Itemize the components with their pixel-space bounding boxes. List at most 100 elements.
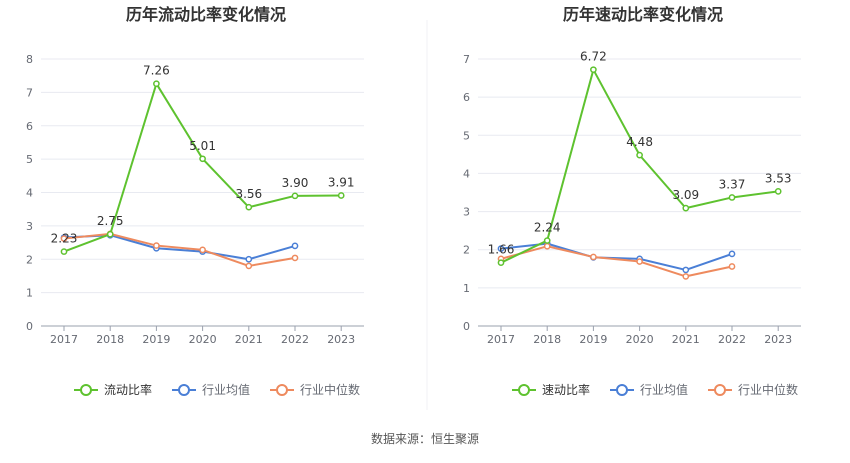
data-label: 2.75 xyxy=(97,214,124,228)
data-point[interactable] xyxy=(106,230,114,238)
y-tick-label: 4 xyxy=(26,187,33,200)
y-tick-label: 0 xyxy=(26,320,33,333)
x-tick-label: 2018 xyxy=(533,333,561,346)
x-tick-label: 2021 xyxy=(235,333,263,346)
y-tick-label: 2 xyxy=(463,244,470,257)
x-tick-label: 2020 xyxy=(189,333,217,346)
x-tick-label: 2018 xyxy=(96,333,124,346)
data-point[interactable] xyxy=(337,192,345,199)
data-point[interactable] xyxy=(682,266,690,274)
data-point[interactable] xyxy=(245,203,253,211)
x-tick-label: 2023 xyxy=(764,333,792,346)
y-tick-label: 1 xyxy=(26,287,33,300)
legend-marker xyxy=(518,384,530,396)
data-label: 2.23 xyxy=(51,232,78,246)
data-point[interactable] xyxy=(245,255,253,263)
data-point[interactable] xyxy=(682,273,690,280)
y-tick-label: 7 xyxy=(26,86,33,99)
data-point[interactable] xyxy=(728,194,736,201)
source-footer: 数据来源：恒生聚源 xyxy=(371,431,479,446)
y-tick-label: 2 xyxy=(26,253,33,266)
x-tick-label: 2022 xyxy=(281,333,309,346)
y-tick-label: 4 xyxy=(463,167,470,180)
x-tick-label: 2017 xyxy=(487,333,515,346)
y-tick-label: 3 xyxy=(26,220,33,233)
data-point[interactable] xyxy=(291,192,299,200)
data-label: 2.24 xyxy=(534,221,561,235)
data-point[interactable] xyxy=(60,248,68,255)
data-label: 3.53 xyxy=(765,171,792,185)
legend-item[interactable]: 行业均值 xyxy=(610,382,688,397)
data-label: 4.48 xyxy=(626,135,653,149)
legend-marker xyxy=(80,384,92,396)
legend-item[interactable]: 速动比率 xyxy=(512,382,590,397)
legend-marker xyxy=(616,384,628,396)
data-point[interactable] xyxy=(291,254,299,262)
legend-item[interactable]: 流动比率 xyxy=(74,382,152,397)
series-line-median xyxy=(63,232,296,267)
data-label: 3.09 xyxy=(672,188,699,202)
legend-label: 速动比率 xyxy=(542,382,590,397)
data-point[interactable] xyxy=(590,66,597,74)
data-point[interactable] xyxy=(199,246,206,254)
data-point[interactable] xyxy=(245,262,253,270)
data-label: 1.66 xyxy=(488,243,515,257)
data-point[interactable] xyxy=(60,235,68,242)
x-tick-label: 2017 xyxy=(50,333,78,346)
legend-label: 流动比率 xyxy=(104,382,152,397)
x-tick-label: 2023 xyxy=(327,333,355,346)
y-tick-label: 8 xyxy=(26,53,33,66)
x-tick-label: 2019 xyxy=(142,333,170,346)
legend-item[interactable]: 行业均值 xyxy=(172,382,250,397)
x-tick-label: 2020 xyxy=(626,333,654,346)
data-label: 5.01 xyxy=(189,139,216,153)
data-point[interactable] xyxy=(153,80,160,88)
data-point[interactable] xyxy=(153,242,160,249)
y-tick-label: 6 xyxy=(463,91,470,104)
data-point[interactable] xyxy=(199,155,206,163)
legend-label: 行业均值 xyxy=(202,382,250,397)
y-tick-label: 5 xyxy=(26,153,33,166)
data-label: 6.72 xyxy=(580,50,607,64)
legend-item[interactable]: 行业中位数 xyxy=(708,382,798,397)
y-tick-label: 7 xyxy=(463,53,470,66)
legend-marker xyxy=(714,384,726,396)
legend-marker xyxy=(276,384,288,396)
chart-title: 历年速动比率变化情况 xyxy=(563,5,723,24)
data-point[interactable] xyxy=(291,242,299,250)
data-point[interactable] xyxy=(636,151,643,159)
data-point[interactable] xyxy=(774,188,782,195)
y-tick-label: 0 xyxy=(463,320,470,333)
legend-label: 行业中位数 xyxy=(300,382,360,397)
data-point[interactable] xyxy=(728,263,736,270)
data-label: 3.90 xyxy=(282,176,309,190)
legend-label: 行业均值 xyxy=(640,382,688,397)
data-point[interactable] xyxy=(497,259,505,267)
y-tick-label: 1 xyxy=(463,282,470,295)
data-point[interactable] xyxy=(543,242,551,250)
data-point[interactable] xyxy=(497,245,505,252)
y-tick-label: 5 xyxy=(463,129,470,142)
series-line-avg xyxy=(500,242,733,271)
series-line-median xyxy=(500,245,733,278)
data-point[interactable] xyxy=(682,204,690,212)
x-tick-label: 2022 xyxy=(718,333,746,346)
x-tick-label: 2021 xyxy=(672,333,700,346)
data-label: 7.26 xyxy=(143,64,170,78)
data-point[interactable] xyxy=(728,250,736,258)
data-label: 3.37 xyxy=(719,177,746,191)
x-tick-label: 2019 xyxy=(579,333,607,346)
legend-marker xyxy=(178,384,190,396)
data-label: 3.91 xyxy=(328,176,355,190)
y-tick-label: 6 xyxy=(26,120,33,133)
legend-label: 行业中位数 xyxy=(738,382,798,397)
chart-title: 历年流动比率变化情况 xyxy=(126,5,286,24)
legend-item[interactable]: 行业中位数 xyxy=(270,382,360,397)
data-point[interactable] xyxy=(543,237,551,244)
data-point[interactable] xyxy=(590,253,597,261)
y-tick-label: 3 xyxy=(463,206,470,219)
data-label: 3.56 xyxy=(235,187,262,201)
data-point[interactable] xyxy=(636,258,643,265)
